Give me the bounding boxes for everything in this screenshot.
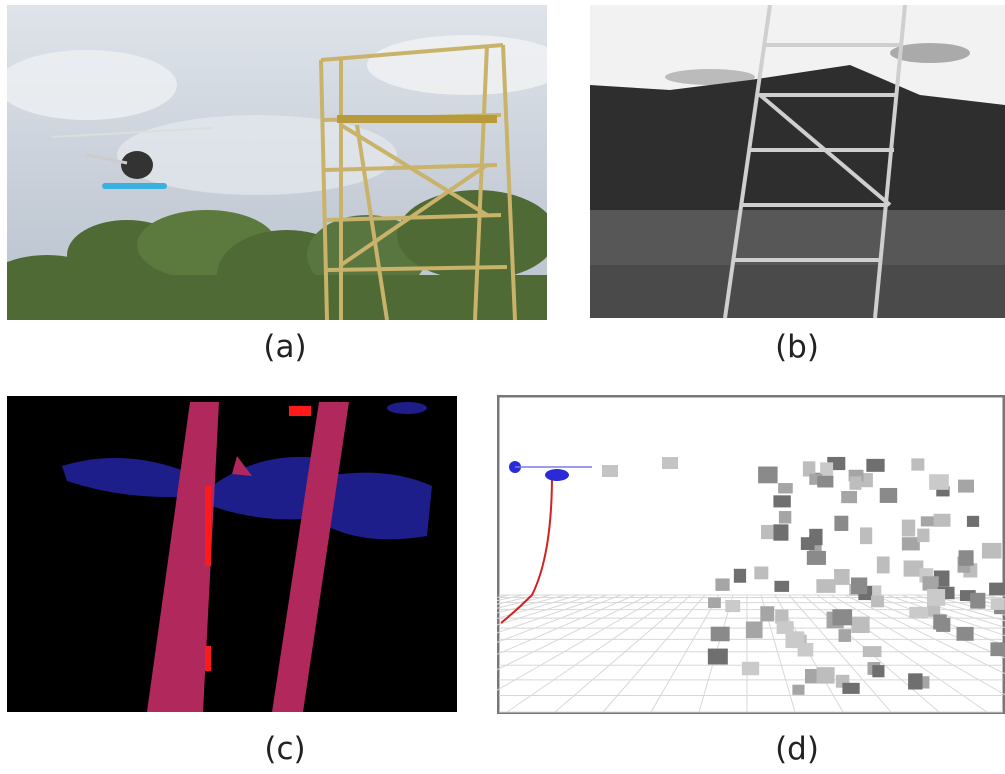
depth-map bbox=[7, 396, 457, 712]
voxel bbox=[708, 598, 721, 609]
voxel bbox=[911, 458, 924, 470]
voxel bbox=[877, 556, 890, 573]
voxel bbox=[734, 569, 746, 583]
voxel bbox=[773, 524, 788, 540]
voxel bbox=[832, 609, 852, 625]
voxel bbox=[792, 685, 804, 695]
voxel bbox=[982, 543, 1002, 559]
voxel bbox=[933, 614, 947, 629]
voxel bbox=[711, 627, 730, 642]
voxel bbox=[927, 589, 945, 606]
caption: (c) bbox=[185, 734, 385, 765]
voxel bbox=[908, 673, 922, 689]
voxel bbox=[917, 529, 929, 542]
voxel bbox=[923, 576, 939, 590]
voxel bbox=[841, 491, 857, 503]
voxel bbox=[842, 683, 859, 694]
voxel bbox=[602, 465, 618, 477]
voxel bbox=[970, 593, 985, 609]
voxel bbox=[746, 622, 763, 639]
voxel bbox=[662, 457, 678, 469]
voxel bbox=[929, 474, 949, 490]
voxel bbox=[742, 662, 759, 675]
voxel bbox=[809, 529, 822, 545]
voxel bbox=[863, 646, 882, 657]
voxel bbox=[967, 516, 979, 527]
voxel bbox=[957, 627, 974, 641]
voxel bbox=[774, 581, 789, 592]
voxel bbox=[758, 467, 778, 484]
voxel bbox=[761, 525, 773, 539]
voxel bbox=[958, 480, 974, 493]
voxel bbox=[839, 629, 852, 642]
voxel bbox=[871, 596, 884, 608]
voxel bbox=[760, 606, 774, 621]
voxel bbox=[725, 600, 740, 612]
voxel bbox=[816, 579, 835, 593]
voxel bbox=[902, 537, 920, 550]
photo-grayscale bbox=[590, 5, 1005, 318]
voxel bbox=[777, 621, 794, 634]
voxel bbox=[860, 527, 872, 544]
voxel bbox=[715, 578, 729, 590]
voxel bbox=[902, 520, 915, 537]
voxel bbox=[817, 476, 833, 488]
voxel bbox=[959, 550, 974, 566]
voxel bbox=[807, 551, 826, 565]
3d-map-view bbox=[497, 395, 1005, 714]
voxel bbox=[851, 577, 867, 594]
voxel bbox=[834, 516, 848, 531]
voxel bbox=[909, 607, 928, 619]
voxel bbox=[851, 617, 869, 633]
voxel bbox=[798, 643, 814, 657]
voxel bbox=[990, 642, 1005, 656]
voxel bbox=[754, 567, 768, 580]
voxel bbox=[778, 483, 793, 493]
voxel bbox=[934, 514, 951, 527]
voxel bbox=[817, 667, 835, 683]
voxel bbox=[708, 649, 728, 665]
voxel bbox=[989, 583, 1005, 596]
voxel bbox=[866, 459, 884, 472]
voxel bbox=[779, 511, 791, 523]
voxel bbox=[849, 476, 861, 489]
figure: (a) (b) (c) (d) (() => { const data = JS… bbox=[0, 0, 1005, 774]
voxel bbox=[872, 665, 884, 677]
voxel bbox=[880, 488, 897, 503]
caption: (b) bbox=[697, 332, 897, 363]
caption: (d) bbox=[697, 734, 897, 765]
photo-helicopter-tower bbox=[7, 5, 547, 320]
caption: (a) bbox=[185, 332, 385, 363]
voxel bbox=[834, 569, 850, 585]
voxel bbox=[991, 598, 1005, 610]
voxel bbox=[773, 495, 790, 507]
